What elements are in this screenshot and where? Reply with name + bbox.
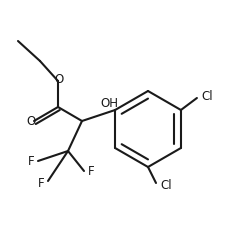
Text: O: O: [26, 115, 36, 128]
Text: F: F: [87, 165, 94, 178]
Text: F: F: [38, 177, 44, 190]
Text: Cl: Cl: [160, 179, 171, 192]
Text: F: F: [28, 155, 34, 168]
Text: Cl: Cl: [200, 90, 212, 103]
Text: OH: OH: [99, 97, 117, 110]
Text: O: O: [54, 73, 63, 86]
